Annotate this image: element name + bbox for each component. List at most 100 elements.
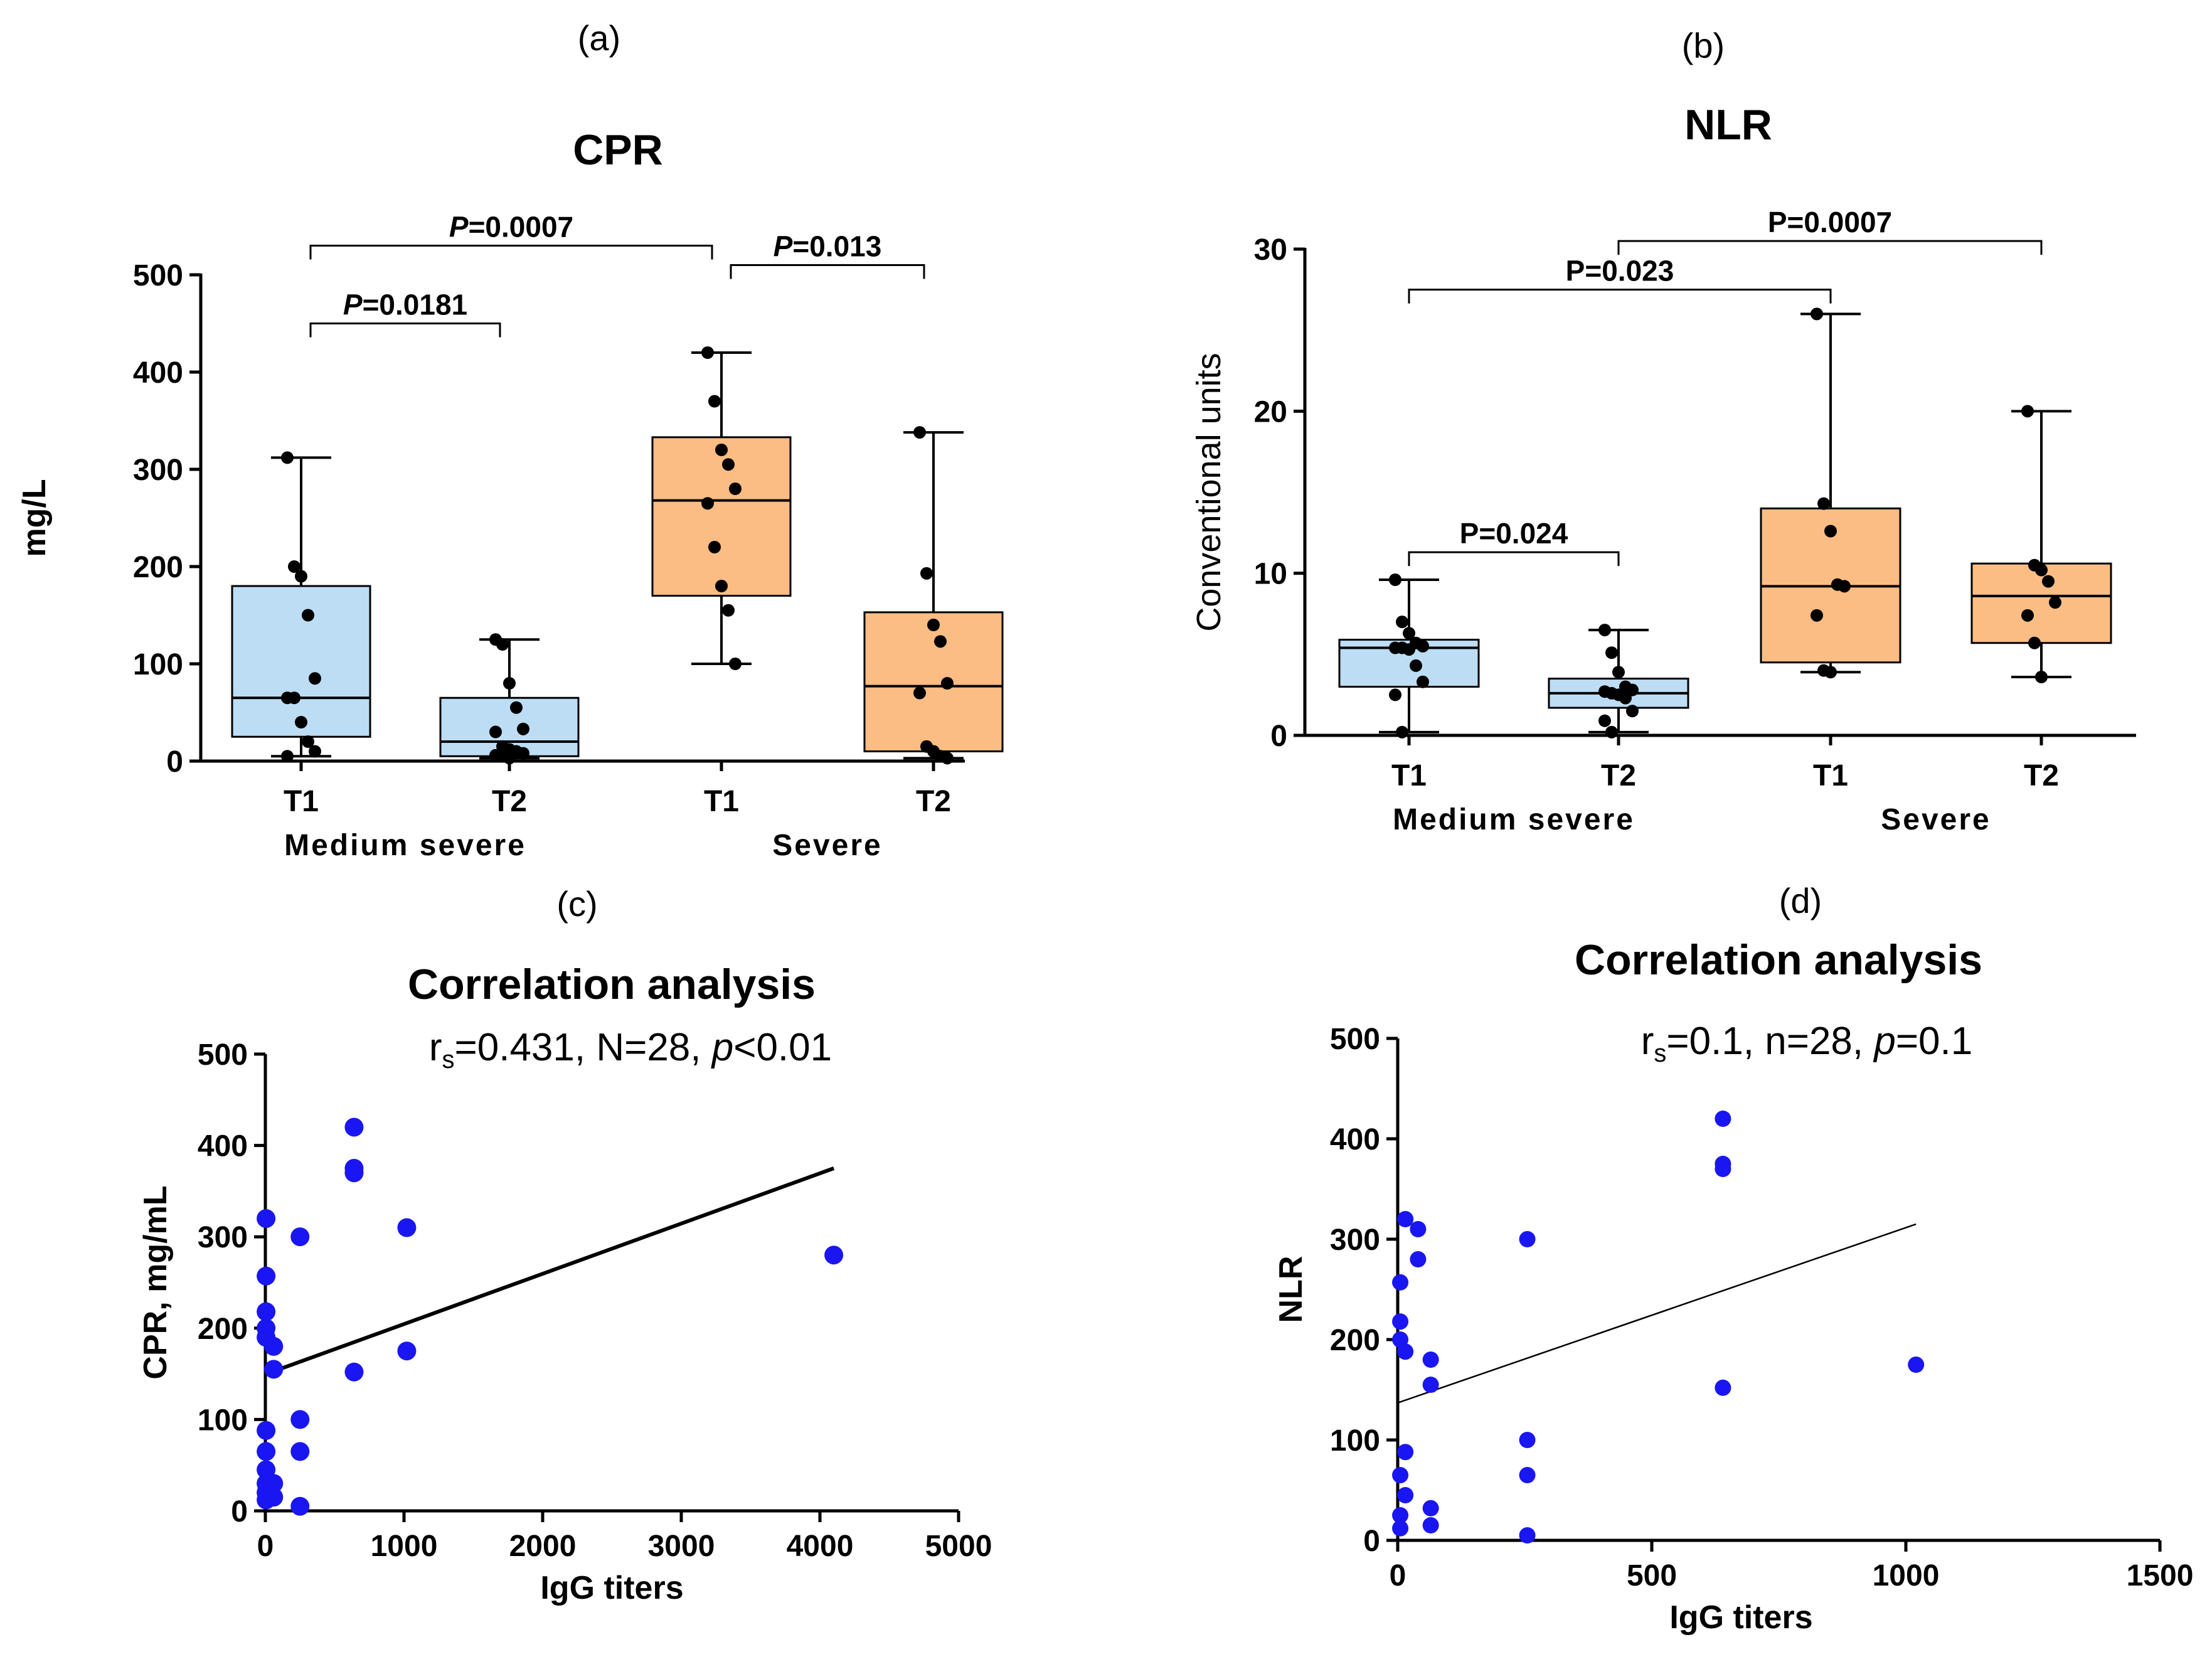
data-point	[2035, 671, 2048, 683]
panel-label-b: (b)	[1682, 26, 1725, 65]
r-symbol: r	[1641, 1020, 1654, 1063]
chart-title-c: Correlation analysis	[408, 961, 816, 1008]
data-point	[1519, 1231, 1536, 1247]
x-tick-label: 0	[1390, 1559, 1406, 1592]
chart-title-b: NLR	[1684, 101, 1772, 149]
panel-label-d: (d)	[1779, 881, 1822, 920]
data-point	[722, 458, 735, 471]
p-value-label: P=0.0181	[343, 289, 467, 321]
x-tick-label: 2000	[509, 1530, 577, 1563]
x-tick-label: T2	[2024, 759, 2059, 792]
data-point	[1519, 1527, 1536, 1543]
significance-bracket	[309, 323, 501, 338]
data-point	[1519, 1432, 1536, 1448]
x-tick-label: T2	[916, 785, 951, 818]
data-point	[264, 1336, 284, 1356]
data-point	[1598, 624, 1611, 637]
data-point	[729, 482, 742, 495]
regression-line	[1397, 1223, 1917, 1404]
y-axis-label: CPR, mg/mL	[137, 1185, 174, 1379]
data-point	[2049, 596, 2061, 609]
data-point	[517, 722, 529, 735]
group-label: Severe	[772, 829, 882, 862]
data-point	[1389, 573, 1401, 586]
y-tick-label: 100	[1330, 1424, 1380, 1458]
data-point	[1811, 609, 1823, 622]
box-plot-nlr: 0 10 20 30 Conventional units T1 T2 T1 T2 Medium …	[1190, 206, 2136, 836]
p-value-label: P=0.0007	[449, 211, 573, 243]
x-tick-label: 500	[1627, 1559, 1677, 1592]
data-point	[1422, 1500, 1439, 1517]
data-point	[1410, 659, 1422, 672]
significance-bracket	[1408, 551, 1620, 567]
y-tick-label: 100	[133, 648, 183, 681]
data-point	[344, 1163, 364, 1183]
chart-title-d: Correlation analysis	[1575, 936, 1982, 984]
data-point	[1519, 1467, 1536, 1483]
data-point	[1605, 646, 1618, 659]
group-label: Medium severe	[1393, 803, 1635, 836]
x-tick-label: T2	[1601, 759, 1636, 792]
data-point	[1811, 307, 1823, 321]
data-point	[913, 686, 926, 700]
iqr-box	[1970, 562, 2112, 644]
iqr-box	[863, 611, 1004, 752]
data-point	[309, 745, 321, 758]
data-point	[701, 497, 714, 510]
data-point	[1715, 1161, 1731, 1177]
data-point	[1403, 627, 1415, 640]
data-point	[397, 1341, 417, 1361]
p-value-label: P=0.0007	[1768, 206, 1892, 238]
data-point	[1422, 1377, 1439, 1393]
data-point	[1838, 580, 1851, 593]
p-value: =0.1	[1896, 1020, 1972, 1063]
data-point	[290, 1227, 310, 1247]
data-point	[1403, 643, 1415, 656]
data-point	[1422, 1351, 1439, 1368]
data-point	[715, 444, 728, 456]
data-point	[1612, 666, 1625, 679]
data-point	[941, 752, 954, 765]
data-point	[264, 1488, 284, 1507]
x-tick-label: 4000	[787, 1530, 854, 1563]
data-point	[288, 560, 300, 573]
significance-bracket	[309, 245, 713, 260]
x-tick-label: T1	[1391, 759, 1427, 792]
data-point	[264, 1360, 284, 1379]
data-point	[1626, 705, 1639, 718]
y-tick-label: 20	[1254, 395, 1287, 429]
p-value: =0.0007	[469, 211, 574, 243]
y-tick-label: 400	[133, 356, 183, 390]
correlation-statistic: rs=0.431, N=28, p<0.01	[429, 1026, 832, 1074]
data-point	[913, 426, 926, 439]
data-point	[701, 346, 714, 359]
data-point	[1392, 1520, 1409, 1537]
y-tick-label: 300	[198, 1221, 248, 1254]
y-tick-label: 300	[1330, 1224, 1380, 1257]
data-point	[1392, 1274, 1409, 1291]
data-point	[1392, 1313, 1409, 1330]
data-point	[344, 1117, 364, 1137]
data-point	[1715, 1379, 1731, 1396]
data-point	[1389, 688, 1401, 701]
data-point	[1824, 666, 1837, 679]
y-tick-label: 30	[1254, 233, 1287, 267]
data-point	[288, 691, 300, 705]
x-axis-label: IgG titers	[1669, 1599, 1812, 1636]
x-tick-label: T1	[284, 785, 319, 818]
data-point	[927, 619, 940, 631]
y-tick-label: 0	[1363, 1525, 1380, 1558]
data-point	[295, 716, 307, 728]
x-tick-label: 1000	[371, 1530, 438, 1563]
group-label: Severe	[1881, 803, 1991, 836]
data-point	[722, 604, 735, 617]
panel-label-c: (c)	[556, 884, 597, 924]
y-axis-label: NLR	[1273, 1256, 1309, 1323]
data-point	[2042, 575, 2055, 588]
y-tick-label: 10	[1254, 558, 1287, 591]
data-point	[1392, 1507, 1409, 1523]
group-label: Medium severe	[284, 829, 526, 862]
x-tick-label: 5000	[925, 1530, 992, 1563]
data-point	[1619, 691, 1632, 705]
